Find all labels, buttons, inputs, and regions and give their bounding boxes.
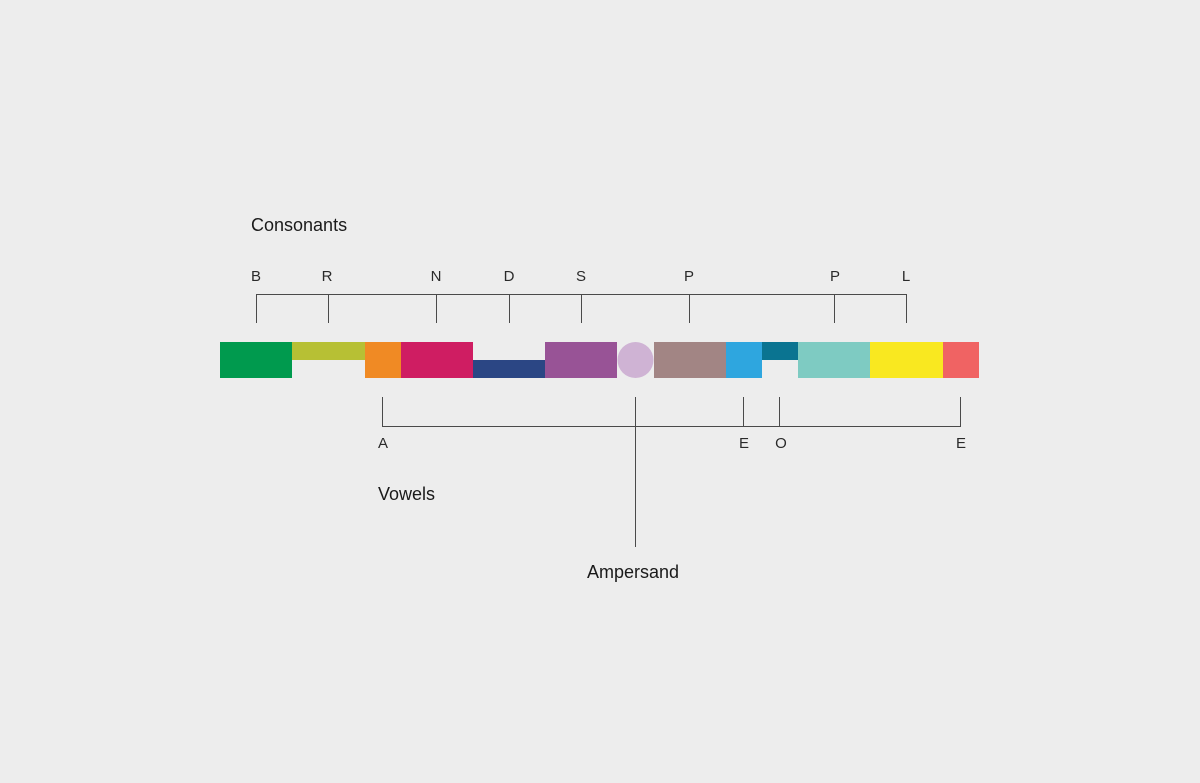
consonants-heading: Consonants: [251, 215, 347, 235]
vowel-letter-o: O: [775, 435, 787, 452]
consonant-letters: B R N D S P P L: [251, 268, 910, 285]
consonant-letter-p1: P: [684, 268, 694, 285]
color-block-o: [762, 342, 798, 360]
consonant-bracket: [256, 294, 907, 323]
color-block-n: [401, 342, 473, 378]
vowel-letter-e1: E: [739, 435, 749, 452]
vowels-heading: Vowels: [378, 484, 435, 504]
ampersand-heading: Ampersand: [587, 562, 679, 582]
color-block-d: [473, 360, 545, 378]
color-block-b: [220, 342, 292, 378]
consonant-letter-p2: P: [830, 268, 840, 285]
consonant-letter-n: N: [431, 268, 442, 285]
consonant-letter-l: L: [902, 268, 910, 285]
color-block-p2: [798, 342, 870, 378]
color-block-e2: [943, 342, 979, 378]
consonant-letter-s: S: [576, 268, 586, 285]
consonant-letter-d: D: [504, 268, 515, 285]
vowel-letters: A E O E: [378, 435, 966, 452]
vowel-letter-e2: E: [956, 435, 966, 452]
color-block-a: [365, 342, 401, 378]
consonant-letter-b: B: [251, 268, 261, 285]
color-block-r: [292, 342, 365, 360]
vowel-letter-a: A: [378, 435, 388, 452]
ampersand-circle: [617, 342, 654, 378]
color-block-l: [870, 342, 943, 378]
color-block-strip: [220, 342, 979, 378]
color-block-s: [545, 342, 617, 378]
color-block-e1: [726, 342, 762, 378]
color-block-p1: [654, 342, 726, 378]
consonant-letter-r: R: [322, 268, 333, 285]
vowel-bracket: [382, 397, 961, 427]
